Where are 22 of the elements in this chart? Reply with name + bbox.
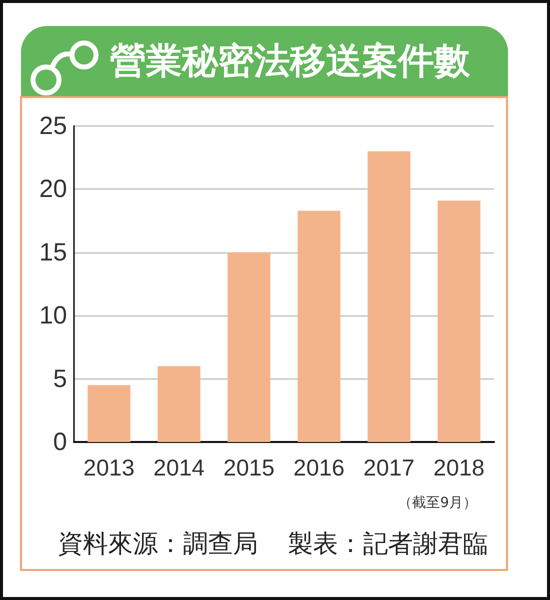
- bar: [438, 200, 480, 442]
- y-tick-label: 10: [39, 302, 67, 330]
- x-tick-label: 2017: [363, 454, 415, 480]
- bar: [368, 151, 410, 442]
- y-tick-label: 20: [39, 175, 67, 204]
- text: （截至9月）: [398, 494, 477, 512]
- y-tick-label: 0: [53, 428, 67, 456]
- x-tick-label: 2013: [83, 454, 135, 480]
- x-tick-label: 2016: [293, 454, 345, 480]
- y-tick-label: 5: [53, 364, 67, 393]
- x-tick-label: 2014: [153, 454, 205, 480]
- y-tick-label: 15: [39, 238, 67, 266]
- bar: [298, 210, 340, 442]
- source-note: 資料來源：調查局: [58, 529, 258, 559]
- bar: [88, 385, 130, 442]
- bar: [158, 366, 200, 442]
- x-tick-label: 2015: [223, 454, 275, 480]
- bar: [228, 252, 270, 442]
- chart-title: 營業秘密法移送案件數: [110, 41, 470, 83]
- y-tick-label: 25: [39, 112, 67, 140]
- text: 製表：記者謝君臨: [288, 529, 488, 559]
- x-tick-label: 2018: [433, 454, 485, 480]
